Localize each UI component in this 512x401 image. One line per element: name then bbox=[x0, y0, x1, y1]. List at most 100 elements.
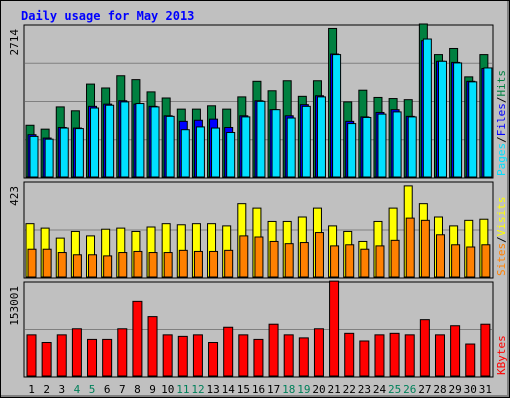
x-tick-label-day-21: 21 bbox=[328, 383, 341, 396]
x-tick-label-day-15: 15 bbox=[237, 383, 250, 396]
x-tick-label-day-16: 16 bbox=[252, 383, 265, 396]
bar-kbytes-day-15 bbox=[238, 334, 249, 377]
x-tick-label-day-31: 31 bbox=[479, 383, 492, 396]
bar-sites-day-1 bbox=[27, 248, 37, 278]
bar-kbytes-day-3 bbox=[56, 334, 67, 377]
x-tick-label-day-26: 26 bbox=[403, 383, 416, 396]
bar-kbytes-day-16 bbox=[253, 338, 264, 377]
bar-pages-day-10 bbox=[165, 115, 175, 178]
bar-sites-day-12 bbox=[193, 250, 203, 278]
bar-kbytes-day-13 bbox=[208, 342, 219, 377]
bar-kbytes-day-17 bbox=[268, 323, 279, 377]
panel-top-ymax-label: 2714 bbox=[8, 29, 21, 56]
legend-entry: / bbox=[495, 236, 508, 243]
bar-sites-day-25 bbox=[390, 239, 400, 278]
bar-kbytes-day-22 bbox=[344, 332, 355, 377]
x-tick-label-day-18: 18 bbox=[282, 383, 295, 396]
bar-sites-day-7 bbox=[118, 252, 128, 278]
bar-pages-day-23 bbox=[362, 116, 372, 178]
bar-sites-day-6 bbox=[103, 255, 113, 278]
bar-kbytes-day-25 bbox=[389, 332, 400, 377]
legend-entry: Hits bbox=[495, 70, 508, 97]
bar-kbytes-day-8 bbox=[132, 300, 143, 377]
bar-pages-day-27 bbox=[422, 38, 432, 178]
bar-sites-day-5 bbox=[88, 254, 98, 278]
bar-sites-day-20 bbox=[314, 232, 324, 278]
panel-middle-legend: Sites/Visits bbox=[495, 197, 508, 277]
bar-kbytes-day-28 bbox=[434, 334, 445, 377]
bar-pages-day-18 bbox=[286, 117, 296, 178]
x-tick-label-day-30: 30 bbox=[464, 383, 477, 396]
panel-bottom-ymax-label: 153001 bbox=[8, 286, 21, 326]
x-tick-label-day-9: 9 bbox=[149, 383, 156, 396]
bar-kbytes-day-18 bbox=[283, 334, 294, 377]
bar-kbytes-day-30 bbox=[465, 343, 476, 377]
bar-pages-day-1 bbox=[29, 135, 39, 178]
bar-sites-day-9 bbox=[148, 252, 158, 278]
bar-sites-day-24 bbox=[375, 245, 385, 278]
x-tick-label-day-1: 1 bbox=[28, 383, 35, 396]
bar-kbytes-day-27 bbox=[419, 319, 430, 377]
bar-kbytes-day-9 bbox=[147, 316, 158, 377]
bar-sites-day-27 bbox=[420, 219, 430, 278]
x-tick-label-day-20: 20 bbox=[312, 383, 325, 396]
x-tick-label-day-22: 22 bbox=[343, 383, 356, 396]
bar-sites-day-30 bbox=[466, 246, 476, 278]
bar-kbytes-day-24 bbox=[374, 334, 385, 377]
bar-sites-day-13 bbox=[209, 250, 219, 278]
bar-sites-day-21 bbox=[330, 245, 340, 278]
bar-sites-day-23 bbox=[360, 248, 370, 278]
panel-middle-ymax-label: 423 bbox=[8, 186, 21, 206]
legend-entry: Sites bbox=[495, 243, 508, 276]
chart-panels: 2714Pages/Files/Hits423Sites/Visits15300… bbox=[8, 23, 508, 396]
bar-pages-day-11 bbox=[180, 129, 190, 178]
bar-kbytes-day-2 bbox=[41, 342, 52, 377]
bar-sites-day-31 bbox=[481, 244, 491, 278]
bar-sites-day-11 bbox=[178, 249, 188, 278]
bar-kbytes-day-14 bbox=[223, 326, 234, 377]
x-tick-label-day-4: 4 bbox=[74, 383, 81, 396]
bar-sites-day-15 bbox=[239, 235, 249, 278]
bar-pages-day-12 bbox=[195, 126, 205, 178]
bar-pages-day-24 bbox=[377, 113, 387, 178]
bar-sites-day-3 bbox=[57, 252, 67, 278]
bar-pages-day-6 bbox=[105, 104, 115, 178]
bar-kbytes-day-11 bbox=[177, 335, 188, 377]
x-tick-label-day-29: 29 bbox=[449, 383, 462, 396]
bar-sites-day-8 bbox=[133, 250, 143, 278]
bar-sites-day-16 bbox=[254, 236, 264, 278]
bar-pages-day-17 bbox=[271, 109, 281, 178]
legend-entry: Pages bbox=[495, 143, 508, 176]
x-tick-label-day-11: 11 bbox=[176, 383, 189, 396]
bar-pages-day-26 bbox=[407, 116, 417, 178]
bar-sites-day-29 bbox=[451, 244, 461, 278]
bar-kbytes-day-5 bbox=[87, 338, 98, 377]
bar-sites-day-18 bbox=[284, 243, 294, 278]
bar-kbytes-day-20 bbox=[313, 328, 324, 377]
legend-entry: KBytes bbox=[495, 335, 508, 375]
bar-kbytes-day-7 bbox=[117, 328, 128, 377]
bar-kbytes-day-26 bbox=[404, 334, 415, 377]
bar-pages-day-19 bbox=[301, 105, 311, 178]
panel-top-legend: Pages/Files/Hits bbox=[495, 70, 508, 176]
legend-entry: Visits bbox=[495, 197, 508, 237]
bar-pages-day-15 bbox=[241, 116, 251, 178]
bar-pages-day-16 bbox=[256, 100, 266, 178]
bar-kbytes-day-6 bbox=[102, 338, 113, 377]
bar-pages-day-2 bbox=[44, 138, 54, 178]
x-tick-label-day-7: 7 bbox=[119, 383, 126, 396]
bar-sites-day-10 bbox=[163, 252, 173, 278]
bar-kbytes-day-1 bbox=[26, 334, 37, 377]
x-tick-label-day-28: 28 bbox=[433, 383, 446, 396]
x-tick-label-day-12: 12 bbox=[191, 383, 204, 396]
x-tick-label-day-2: 2 bbox=[43, 383, 50, 396]
bar-kbytes-day-29 bbox=[450, 325, 461, 377]
bar-pages-day-30 bbox=[468, 81, 478, 178]
bar-sites-day-2 bbox=[42, 248, 52, 278]
bar-sites-day-14 bbox=[224, 249, 234, 278]
bar-kbytes-day-12 bbox=[192, 334, 203, 377]
bar-pages-day-29 bbox=[453, 62, 463, 178]
bar-sites-day-19 bbox=[299, 242, 309, 278]
